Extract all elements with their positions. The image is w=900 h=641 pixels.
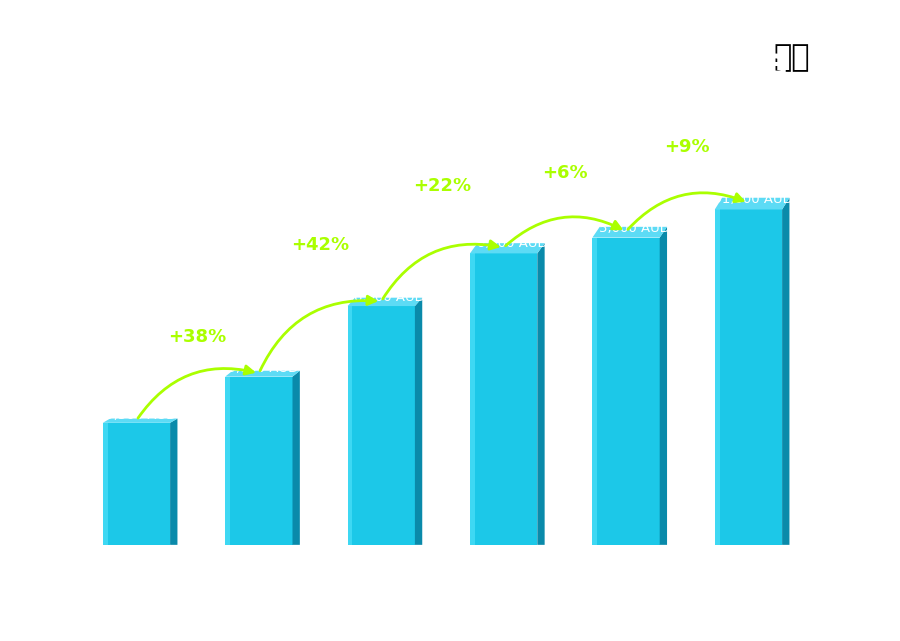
Text: +9%: +9% [664, 138, 710, 156]
Polygon shape [537, 243, 544, 545]
Polygon shape [225, 377, 292, 545]
Bar [103, 423, 170, 545]
Text: Salary Comparison By Experience: Salary Comparison By Experience [54, 45, 788, 83]
Polygon shape [715, 198, 789, 210]
Polygon shape [347, 306, 415, 545]
Text: +6%: +6% [542, 164, 588, 182]
Polygon shape [715, 210, 782, 545]
Polygon shape [170, 419, 177, 545]
Polygon shape [225, 377, 230, 545]
Polygon shape [292, 370, 300, 545]
Text: +38%: +38% [168, 328, 227, 346]
Text: 136,000 AUD: 136,000 AUD [338, 290, 425, 304]
Polygon shape [592, 238, 660, 545]
Polygon shape [782, 198, 789, 545]
Polygon shape [592, 238, 598, 545]
Bar [347, 306, 415, 545]
Bar [225, 377, 292, 545]
Polygon shape [470, 253, 537, 545]
Text: salaryexplorer.com: salaryexplorer.com [377, 613, 523, 628]
Bar [592, 238, 660, 545]
Polygon shape [347, 297, 422, 306]
Polygon shape [103, 423, 108, 545]
Text: 69,500 AUD: 69,500 AUD [97, 408, 176, 422]
Text: Medical Policy Manager: Medical Policy Manager [54, 90, 347, 113]
Polygon shape [470, 253, 475, 545]
Bar [470, 253, 537, 545]
Polygon shape [592, 227, 667, 238]
Text: 166,000 AUD: 166,000 AUD [460, 237, 547, 251]
Text: salary: salary [398, 613, 450, 628]
Text: +42%: +42% [291, 235, 349, 254]
Text: 🇦🇺: 🇦🇺 [774, 43, 810, 72]
Text: +22%: +22% [413, 177, 472, 195]
Polygon shape [470, 243, 544, 253]
Polygon shape [347, 306, 353, 545]
Polygon shape [660, 227, 667, 545]
Text: 175,000 AUD: 175,000 AUD [582, 222, 670, 235]
Text: 191,000 AUD: 191,000 AUD [705, 193, 792, 206]
Text: Average Yearly Salary: Average Yearly Salary [853, 285, 866, 420]
Bar [715, 210, 782, 545]
Polygon shape [103, 419, 177, 423]
Polygon shape [225, 370, 300, 377]
Polygon shape [715, 210, 720, 545]
Text: 95,800 AUD: 95,800 AUD [220, 362, 299, 375]
Polygon shape [415, 297, 422, 545]
Polygon shape [103, 423, 170, 545]
